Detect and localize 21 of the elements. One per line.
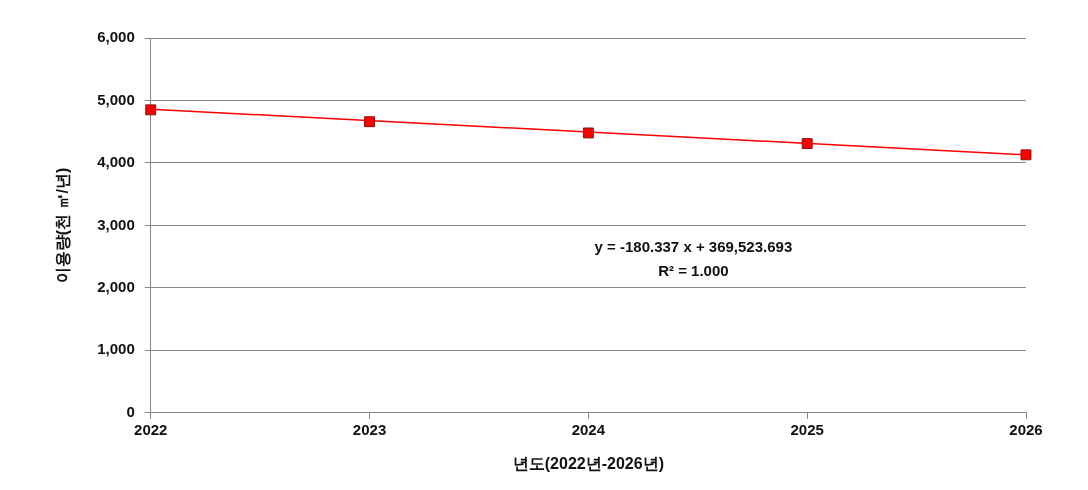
y-tick-label: 4,000 xyxy=(97,153,135,171)
point xyxy=(1020,149,1032,161)
y-tick-label: 0 xyxy=(126,402,135,420)
point xyxy=(801,138,813,150)
x-axis-title: 년도(2022년-2026년) xyxy=(512,454,664,472)
x-tick-label: 2022 xyxy=(134,420,168,438)
annotation: R² = 1.000 xyxy=(658,262,729,280)
x-tick-label: 2025 xyxy=(790,420,824,438)
point xyxy=(582,127,594,139)
y-tick-label: 6,000 xyxy=(97,28,135,46)
point xyxy=(364,116,375,128)
x-tick-label: 2026 xyxy=(1009,420,1043,438)
x-tick-label: 2024 xyxy=(571,420,606,438)
y-tick-label: 3,000 xyxy=(97,215,135,233)
y-axis-title: 이용량(천 ㎥/년) xyxy=(54,167,72,284)
annotation: y = -180.337 x + 369,523.693 xyxy=(594,238,793,256)
x-tick-label: 2023 xyxy=(352,420,387,438)
y-tick-label: 5,000 xyxy=(97,90,135,108)
point xyxy=(145,104,157,116)
y-tick-label: 1,000 xyxy=(97,340,135,358)
y-tick-label: 2,000 xyxy=(97,278,135,296)
